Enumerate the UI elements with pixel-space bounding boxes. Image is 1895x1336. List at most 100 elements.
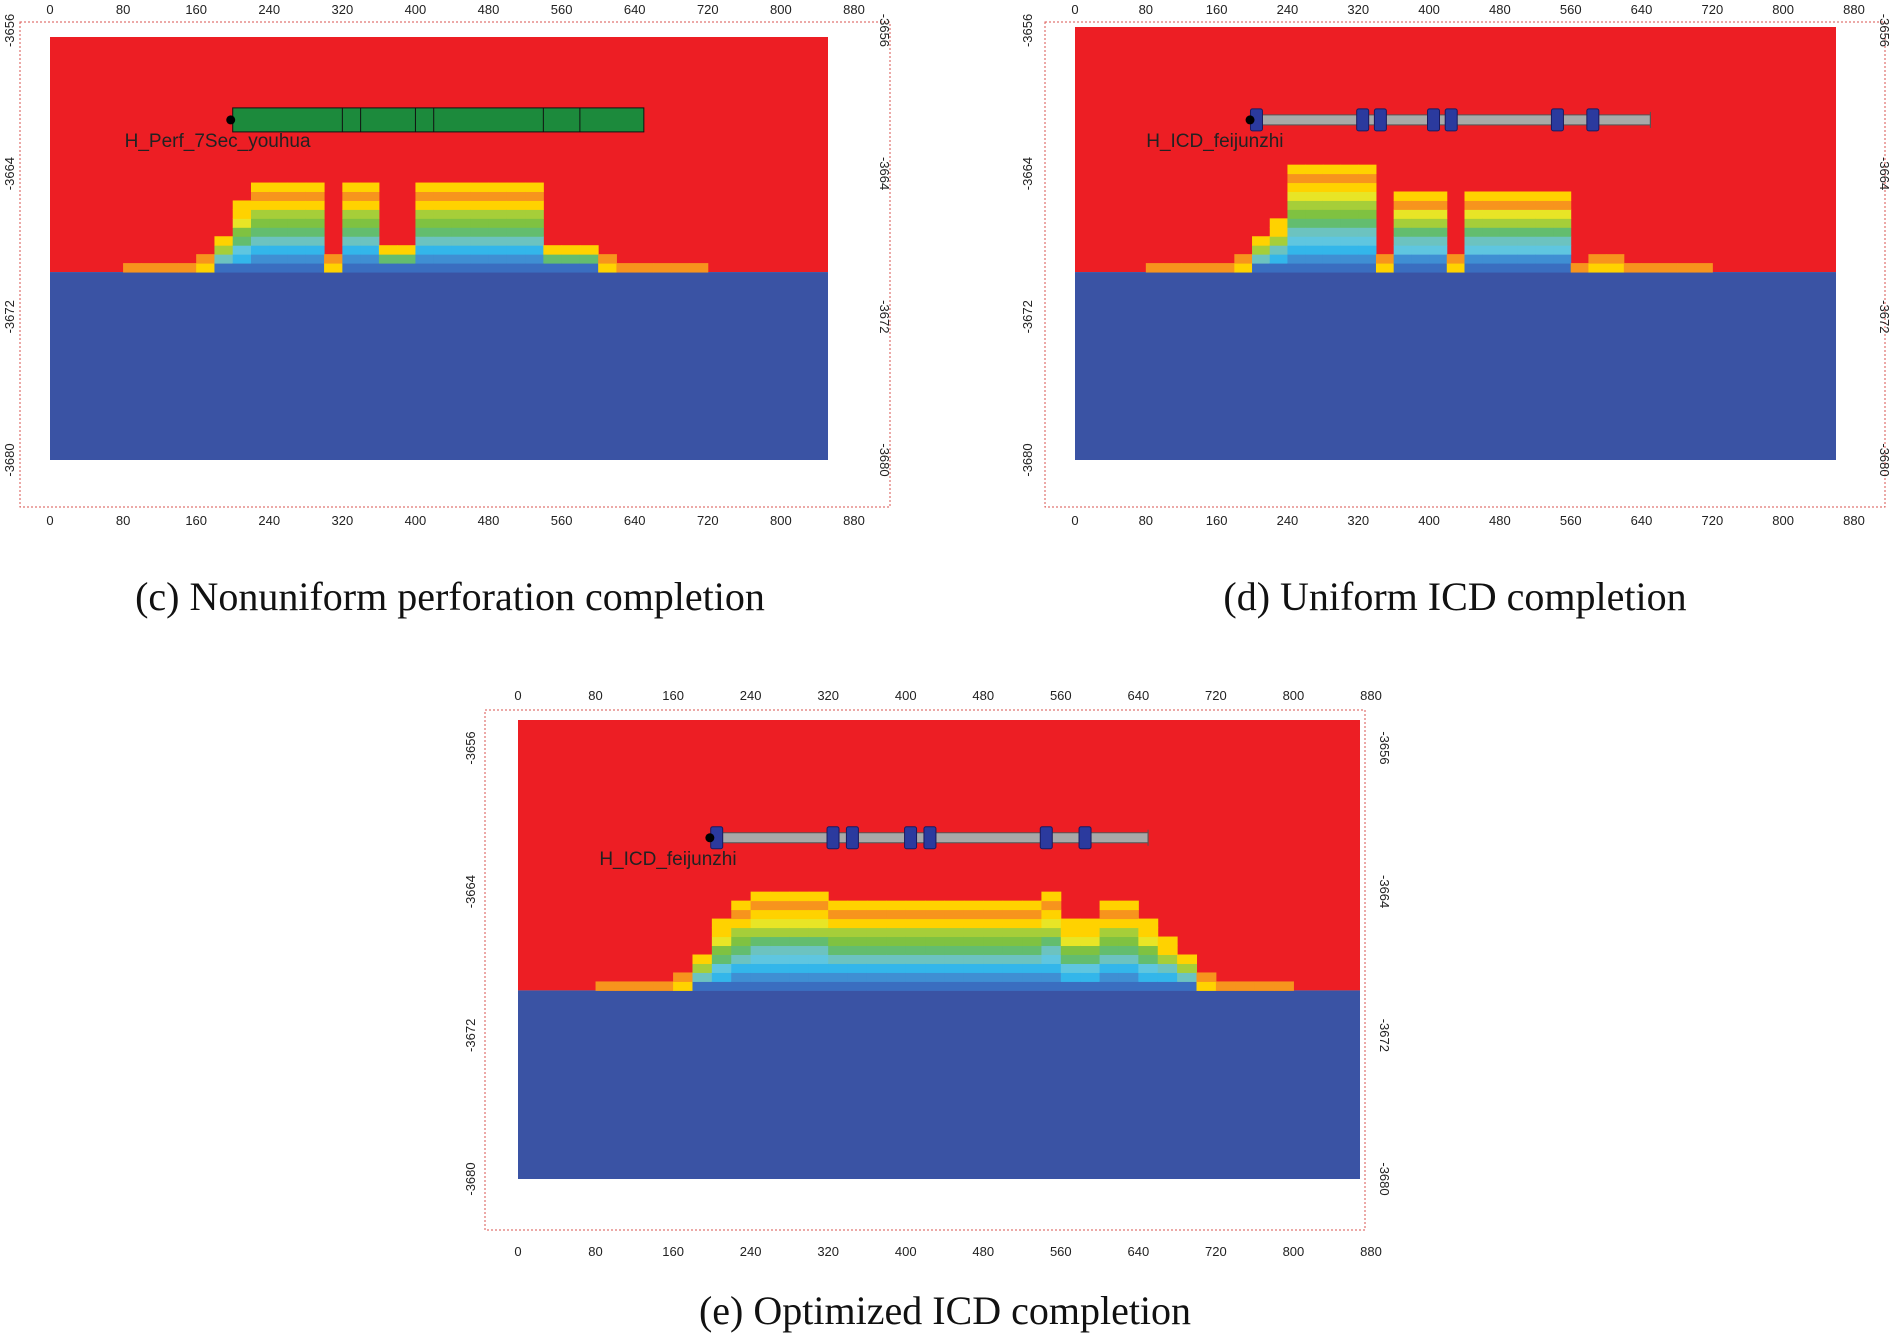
cone-cell xyxy=(963,954,984,964)
cone-cell xyxy=(451,200,471,210)
cone-cell xyxy=(1588,263,1607,273)
y-tick-left: -3656 xyxy=(2,14,17,47)
cone-cell xyxy=(1287,209,1306,219)
cone-cell xyxy=(360,182,380,192)
x-tick-bottom: 800 xyxy=(1772,513,1794,528)
cone-cell xyxy=(925,900,945,911)
cone-cell xyxy=(543,254,563,264)
cone-cell xyxy=(305,236,325,246)
cone-cell xyxy=(692,972,713,982)
cone-cell xyxy=(828,936,849,947)
x-tick-top: 480 xyxy=(972,688,994,703)
cone-cell xyxy=(232,218,252,228)
cone-cell xyxy=(1429,209,1448,219)
x-tick-bottom: 400 xyxy=(1418,513,1440,528)
well-label: H_Perf_7Sec_youhua xyxy=(125,131,311,152)
cone-cell xyxy=(925,954,945,964)
cone-cell xyxy=(1099,918,1120,929)
cone-cell xyxy=(1358,173,1377,184)
cone-cell xyxy=(415,254,435,264)
cone-cell xyxy=(397,263,416,273)
cone-cell xyxy=(488,227,508,237)
cone-cell xyxy=(1606,254,1625,264)
cone-cell xyxy=(1138,954,1159,964)
cone-cell xyxy=(963,945,984,955)
icd-valve xyxy=(1550,108,1564,132)
cone-cell xyxy=(1118,936,1139,947)
cone-cell xyxy=(866,900,887,911)
cone-cell xyxy=(1138,963,1159,973)
cone-cell xyxy=(305,218,325,228)
cone-cell xyxy=(1375,254,1395,264)
cone-cell xyxy=(470,191,490,201)
cone-cell xyxy=(1340,254,1359,264)
cone-cell xyxy=(905,918,926,929)
cone-cell xyxy=(488,263,508,273)
cone-cell xyxy=(770,954,790,964)
x-tick-bottom: 400 xyxy=(895,1244,917,1259)
cone-cell xyxy=(525,245,544,255)
cone-cell xyxy=(847,936,868,947)
cone-cell xyxy=(1041,891,1062,902)
cone-cell xyxy=(808,900,829,911)
x-tick-bottom: 240 xyxy=(740,1244,762,1259)
caption-c: (c) Nonuniform perforation completion xyxy=(135,574,765,619)
cone-cell xyxy=(1080,936,1101,947)
cone-cell xyxy=(250,227,270,237)
cone-cell xyxy=(886,918,907,929)
cone-cell xyxy=(470,236,490,246)
cone-cell xyxy=(1535,218,1554,228)
cone-cell xyxy=(1099,900,1120,911)
cone-cell xyxy=(1118,918,1139,929)
cone-cell xyxy=(1060,963,1081,973)
cone-cell xyxy=(983,900,1004,911)
cone-cell xyxy=(1322,254,1342,264)
cone-cell xyxy=(1482,263,1501,273)
x-tick-top: 320 xyxy=(332,2,354,17)
cone-cell xyxy=(305,209,325,219)
cone-cell xyxy=(1041,936,1062,947)
cone-cell xyxy=(944,900,965,911)
cone-cell xyxy=(525,218,544,228)
cone-cell xyxy=(1163,263,1182,273)
cone-cell xyxy=(324,263,343,273)
cone-cell xyxy=(1322,209,1342,219)
x-tick-top: 160 xyxy=(662,688,684,703)
cone-cell xyxy=(1517,236,1536,246)
cone-cell xyxy=(731,936,752,947)
cone-cell xyxy=(451,245,471,255)
cone-cell xyxy=(1393,254,1412,264)
cone-cell xyxy=(470,254,490,264)
cone-cell xyxy=(963,909,984,920)
cone-cell xyxy=(250,182,270,192)
x-tick-bottom: 80 xyxy=(116,513,130,528)
cone-cell xyxy=(1060,936,1081,947)
cone-cell xyxy=(342,227,362,237)
cone-cell xyxy=(488,182,508,192)
x-tick-bottom: 80 xyxy=(1139,513,1153,528)
y-tick-right: -3656 xyxy=(1377,731,1392,764)
cone-cell xyxy=(1340,236,1359,246)
y-tick-right: -3680 xyxy=(1877,443,1892,476)
cone-cell xyxy=(1305,254,1324,264)
cone-cell xyxy=(1002,945,1023,955)
cone-cell xyxy=(983,936,1004,947)
cone-cell xyxy=(963,963,984,973)
panel-d: H_ICD_feijunzhi 0 0 80 80 160 160 240 240 320 320 4… xyxy=(1020,2,1892,528)
cone-cell xyxy=(905,900,926,911)
x-tick-bottom: 480 xyxy=(972,1244,994,1259)
y-tick-left: -3656 xyxy=(463,731,478,764)
y-tick-right: -3672 xyxy=(1377,1019,1392,1052)
cone-cell xyxy=(1482,227,1501,237)
cone-cell xyxy=(305,254,325,264)
cone-cell xyxy=(1517,191,1536,201)
cone-cell xyxy=(847,900,868,911)
cone-cell xyxy=(1464,254,1483,264)
cone-cell xyxy=(1429,227,1448,237)
cone-cell xyxy=(488,254,508,264)
cone-cell xyxy=(847,909,868,920)
cone-cell xyxy=(963,936,984,947)
cone-cell xyxy=(1118,909,1139,920)
cone-cell xyxy=(1177,981,1198,991)
cone-cell xyxy=(1269,245,1288,255)
